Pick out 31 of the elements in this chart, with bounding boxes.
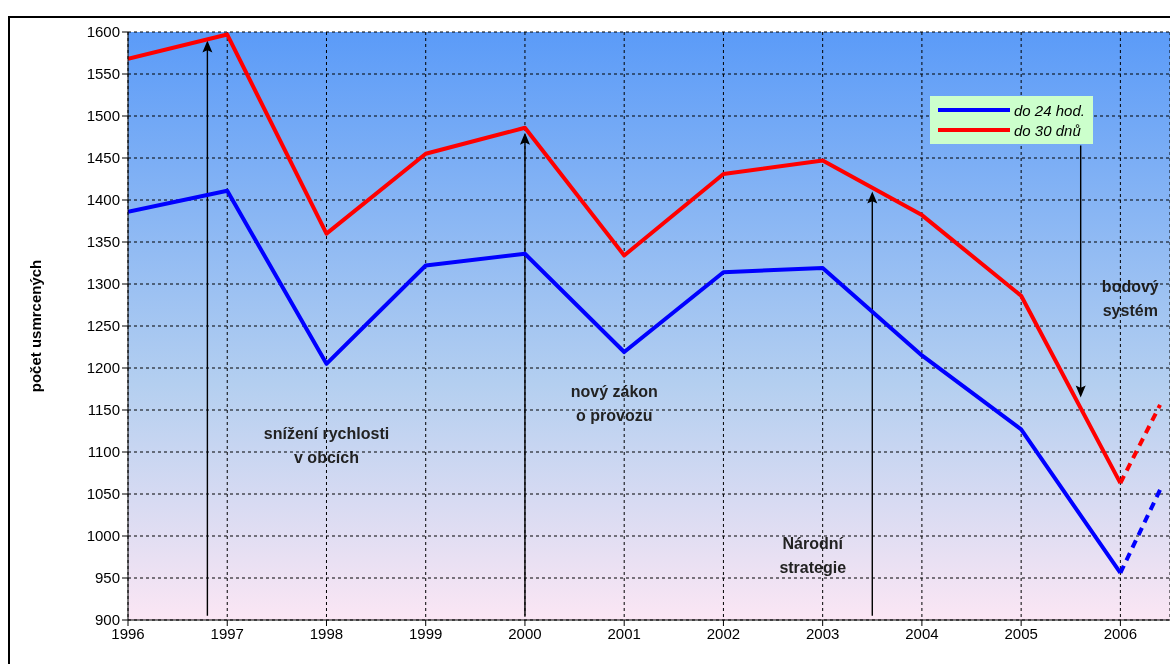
- y-tick-label: 1150: [87, 401, 120, 419]
- annotation: snížení rychlosti v obcích: [263, 425, 390, 467]
- y-tick-label: 1350: [86, 233, 120, 251]
- y-tick-label: 1300: [86, 275, 120, 293]
- legend-label: do 24 hod.: [1014, 101, 1085, 119]
- legend-label: do 30 dnů: [1014, 121, 1081, 139]
- x-tick-label: 2003: [805, 624, 840, 642]
- x-tick-label: 1999: [409, 624, 443, 642]
- x-tick-label: 1998: [309, 624, 344, 642]
- x-tick-label: 2002: [706, 624, 741, 642]
- y-tick-label: 1000: [86, 527, 120, 545]
- y-tick-label: 1100: [87, 443, 120, 461]
- x-tick-label: 2000: [508, 624, 542, 642]
- y-tick-label: 1550: [86, 65, 120, 83]
- annotation: Národní strategie: [779, 534, 847, 576]
- x-tick-label: 2004: [905, 624, 939, 642]
- x-tick-label: 1997: [210, 624, 244, 642]
- y-tick-label: 1050: [86, 485, 120, 503]
- annotation: nový zákon o provozu: [570, 383, 658, 425]
- y-tick-label: 1250: [86, 317, 120, 335]
- x-tick-label: 2001: [607, 624, 641, 642]
- y-tick-label: 950: [94, 569, 120, 587]
- annotation: bodový systém: [1101, 278, 1159, 320]
- x-tick-label: 2005: [1004, 624, 1038, 642]
- y-axis-title: počet usmrcených: [27, 259, 45, 393]
- y-tick-label: 1200: [86, 359, 120, 377]
- y-tick-label: 1600: [86, 23, 120, 41]
- y-tick-label: 1400: [86, 191, 120, 209]
- y-tick-label: 1500: [86, 107, 120, 125]
- x-tick-label: 2006: [1103, 624, 1138, 642]
- y-tick-label: 1450: [86, 149, 120, 167]
